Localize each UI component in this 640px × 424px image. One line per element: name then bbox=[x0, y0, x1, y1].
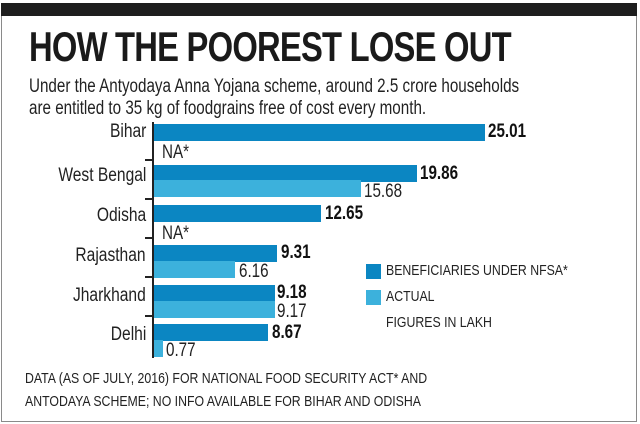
axis-tick bbox=[145, 198, 153, 200]
legend-label-actual: ACTUAL bbox=[386, 288, 435, 305]
category-label: Odisha bbox=[96, 205, 146, 226]
value-label-actual: 6.16 bbox=[239, 261, 269, 282]
value-label-nfsa: 9.31 bbox=[281, 242, 311, 263]
axis-tick bbox=[145, 159, 153, 161]
chart-subtitle-line2: are entitled to 35 kg of foodgrains free… bbox=[29, 98, 427, 119]
value-label-nfsa: 8.67 bbox=[272, 322, 302, 343]
bar-actual-jharkhand bbox=[154, 301, 275, 318]
value-label-nfsa: 19.86 bbox=[420, 163, 459, 184]
value-label-nfsa: 9.18 bbox=[277, 282, 307, 303]
bar-nfsa-odisha bbox=[154, 205, 321, 222]
axis-tick bbox=[145, 276, 153, 278]
category-label: Jharkhand bbox=[73, 285, 146, 306]
footnote-line1: DATA (AS OF JULY, 2016) FOR NATIONAL FOO… bbox=[25, 370, 428, 387]
value-label-nfsa: 12.65 bbox=[325, 203, 364, 224]
bar-nfsa-delhi bbox=[154, 324, 268, 341]
value-label-actual: 0.77 bbox=[166, 340, 196, 361]
legend-swatch-actual bbox=[366, 290, 381, 305]
y-axis bbox=[152, 122, 154, 358]
bar-actual-rajasthan bbox=[154, 261, 235, 278]
value-label-actual: 9.17 bbox=[277, 301, 307, 322]
axis-tick bbox=[145, 237, 153, 239]
footnote-line2: ANTODAYA SCHEME; NO INFO AVAILABLE FOR B… bbox=[25, 393, 421, 410]
value-label-actual: NA* bbox=[162, 223, 190, 244]
value-label-actual: 15.68 bbox=[364, 181, 403, 202]
category-label: Bihar bbox=[109, 121, 146, 142]
category-label: West Bengal bbox=[57, 165, 146, 186]
units-note: FIGURES IN LAKH bbox=[386, 314, 492, 331]
value-label-nfsa: 25.01 bbox=[488, 121, 527, 142]
legend-label-nfsa: BENEFICIARIES UNDER NFSA* bbox=[386, 262, 568, 279]
legend-swatch-nfsa bbox=[366, 264, 381, 279]
bar-nfsa-rajasthan bbox=[154, 245, 277, 262]
bar-nfsa-jharkhand bbox=[154, 285, 275, 302]
chart-subtitle-line1: Under the Antyodaya Anna Yojana scheme, … bbox=[29, 76, 520, 97]
bar-actual-west-bengal bbox=[154, 180, 361, 197]
top-bar bbox=[1, 3, 637, 16]
axis-tick bbox=[145, 315, 153, 317]
value-label-actual: NA* bbox=[162, 142, 190, 163]
bar-actual-delhi bbox=[154, 340, 163, 357]
bar-nfsa-west-bengal bbox=[154, 165, 417, 182]
chart-title: HOW THE POOREST LOSE OUT bbox=[29, 23, 512, 70]
bar-nfsa-bihar bbox=[154, 124, 485, 141]
category-label: Rajasthan bbox=[75, 245, 146, 266]
category-label: Delhi bbox=[110, 324, 146, 345]
